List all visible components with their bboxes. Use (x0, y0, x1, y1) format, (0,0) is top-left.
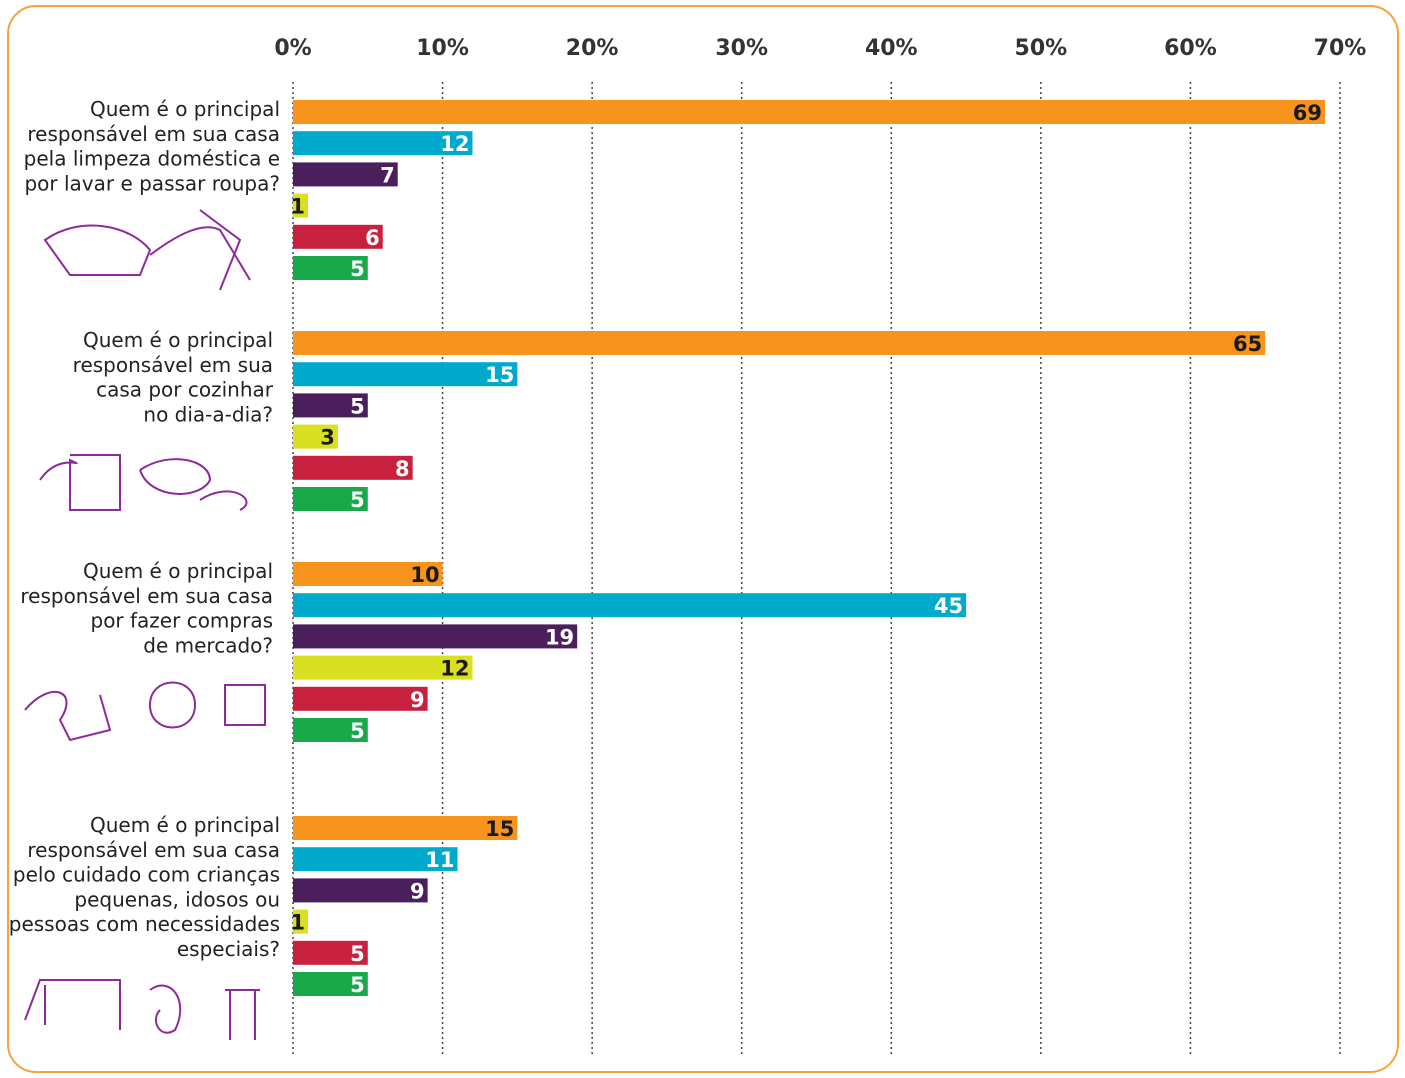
illustrations (24, 209, 266, 1040)
value-label: 19 (545, 625, 574, 649)
value-label: 5 (350, 719, 365, 743)
frame (7, 5, 1399, 1073)
category-label: responsável em sua (73, 353, 273, 377)
bar (293, 131, 473, 156)
value-label: 65 (1233, 332, 1262, 356)
bar (293, 878, 428, 903)
bar (293, 393, 368, 418)
category-label: Quem é o principal (83, 328, 273, 352)
value-label: 45 (934, 594, 963, 618)
value-label: 5 (350, 257, 365, 281)
value-label: 12 (440, 132, 469, 156)
bar (293, 686, 428, 711)
bar (293, 655, 473, 680)
category-label: pessoas com necessidades (9, 912, 280, 936)
bar (293, 562, 443, 586)
category-label: responsável em sua casa (27, 122, 280, 146)
bar (293, 331, 1266, 355)
value-label: 1 (290, 195, 305, 219)
value-label: 3 (320, 426, 335, 450)
bar (293, 193, 308, 218)
x-tick-label: 40% (865, 36, 918, 61)
value-label: 5 (350, 973, 365, 997)
value-label: 11 (425, 848, 454, 872)
category-label: pequenas, idosos ou (74, 887, 280, 911)
x-tick-label: 60% (1164, 36, 1217, 61)
bar (293, 455, 413, 480)
bar (293, 593, 967, 618)
x-tick-label: 20% (566, 36, 619, 61)
category-label: casa por cozinhar (96, 378, 274, 402)
value-label: 15 (485, 817, 514, 841)
category-label: responsável em sua casa (27, 838, 280, 862)
category-label: Quem é o principal (83, 559, 273, 583)
value-label: 5 (350, 942, 365, 966)
bar (293, 162, 398, 187)
bar (293, 909, 308, 934)
category-label: por lavar e passar roupa? (24, 171, 280, 195)
bar (293, 816, 518, 840)
bar (293, 487, 368, 511)
bar (293, 362, 518, 387)
bar (293, 256, 368, 280)
category-label: no dia-a-dia? (143, 402, 273, 426)
category-label: por fazer compras (91, 609, 274, 633)
x-tick-label: 0% (274, 36, 311, 61)
bar (293, 718, 368, 742)
value-label: 7 (380, 163, 395, 187)
value-label: 12 (440, 657, 469, 681)
value-label: 8 (395, 457, 410, 481)
value-label: 5 (350, 488, 365, 512)
value-label: 10 (410, 563, 439, 587)
bar (293, 940, 368, 965)
bar (293, 972, 368, 996)
x-tick-label: 50% (1015, 36, 1068, 61)
value-label: 1 (290, 911, 305, 935)
value-label: 6 (365, 226, 380, 250)
x-tick-label: 10% (416, 36, 469, 61)
category-label: pela limpeza doméstica e (24, 147, 280, 171)
category-label: Quem é o principal (90, 97, 280, 121)
value-label: 5 (350, 394, 365, 418)
bar (293, 100, 1326, 124)
category-label: pelo cuidado com crianças (13, 863, 280, 887)
value-label: 9 (410, 879, 425, 903)
value-label: 15 (485, 363, 514, 387)
bar (293, 624, 578, 649)
bar (293, 424, 338, 449)
bar (293, 847, 458, 872)
category-label: responsável em sua casa (20, 584, 273, 608)
category-label: Quem é o principal (90, 813, 280, 837)
value-label: 69 (1293, 101, 1322, 125)
category-label: de mercado? (143, 633, 273, 657)
x-tick-label: 70% (1314, 36, 1367, 61)
bar (293, 224, 383, 249)
category-label: especiais? (177, 937, 280, 961)
x-tick-label: 30% (715, 36, 768, 61)
value-label: 9 (410, 688, 425, 712)
